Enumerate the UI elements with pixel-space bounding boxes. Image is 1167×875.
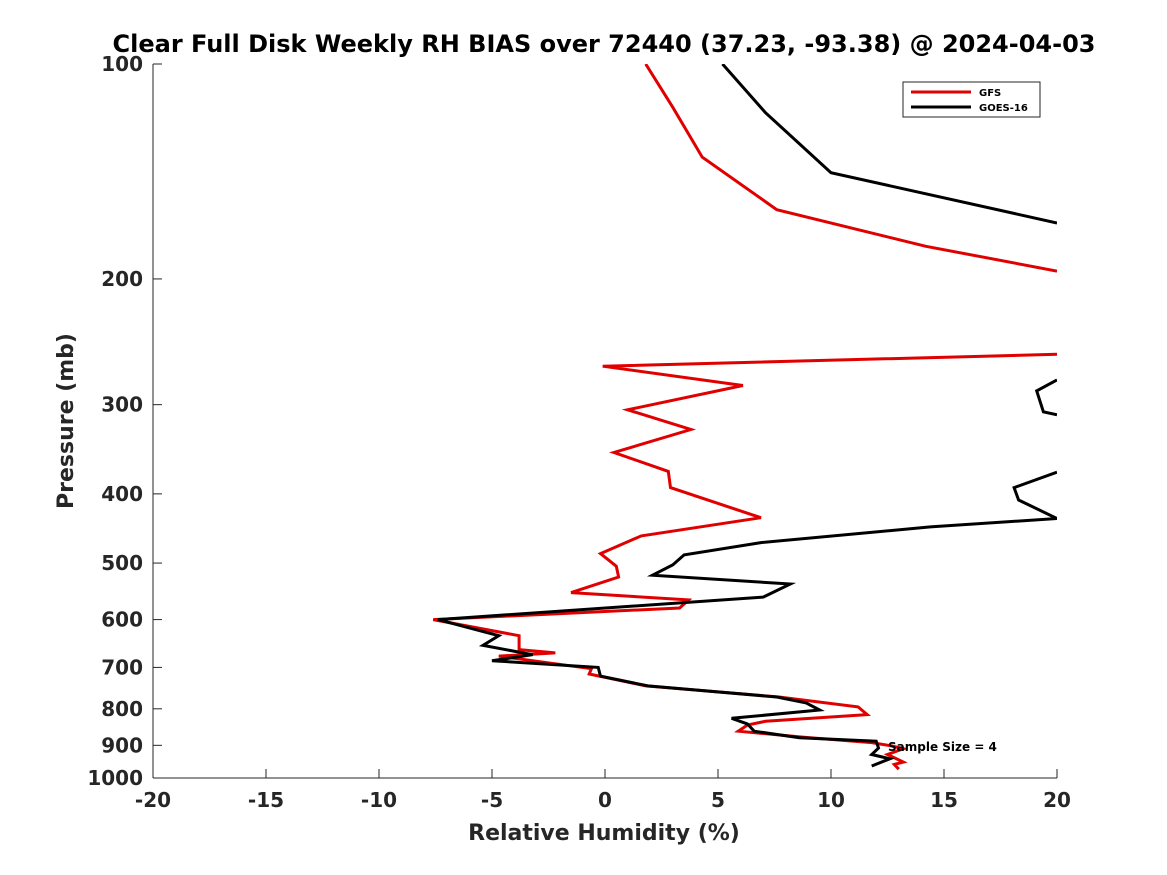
y-tick-label: 600 [101, 608, 143, 632]
x-tick-label: 15 [930, 788, 958, 812]
legend-label: GOES-16 [979, 103, 1028, 114]
x-tick-label: -5 [481, 788, 503, 812]
y-tick-label: 200 [101, 267, 143, 291]
y-tick-label: 700 [101, 655, 143, 679]
series-line-goes-16 [437, 64, 1057, 768]
x-tick-label: -10 [361, 788, 397, 812]
x-axis-label: Relative Humidity (%) [468, 821, 740, 846]
chart-title: Clear Full Disk Weekly RH BIAS over 7244… [113, 30, 1096, 58]
y-tick-label: 1000 [87, 766, 143, 790]
x-tick-label: -15 [248, 788, 284, 812]
y-tick-label: 800 [101, 697, 143, 721]
x-tick-label: 20 [1043, 788, 1071, 812]
y-tick-label: 300 [101, 393, 143, 417]
series-layer [432, 64, 1057, 771]
legend: GFS GOES-16 [902, 81, 1041, 118]
y-tick-label: 100 [101, 52, 143, 76]
legend-label: GFS [979, 88, 1001, 99]
y-tick-label: 400 [101, 482, 143, 506]
axes-layer: -20 -15 -10 -5 0 5 10 15 20 100 200 300 400 500 600 700… [87, 52, 1071, 812]
y-axis-label: Pressure (mb) [54, 333, 79, 509]
sample-size-annotation: Sample Size = 4 [888, 740, 997, 754]
x-tick-label: 10 [817, 788, 845, 812]
x-tick-label: 0 [598, 788, 612, 812]
y-tick-label: 900 [101, 733, 143, 757]
y-tick-label: 500 [101, 551, 143, 575]
x-tick-label: 5 [711, 788, 725, 812]
x-tick-label: -20 [135, 788, 171, 812]
legend-box [902, 81, 1041, 118]
